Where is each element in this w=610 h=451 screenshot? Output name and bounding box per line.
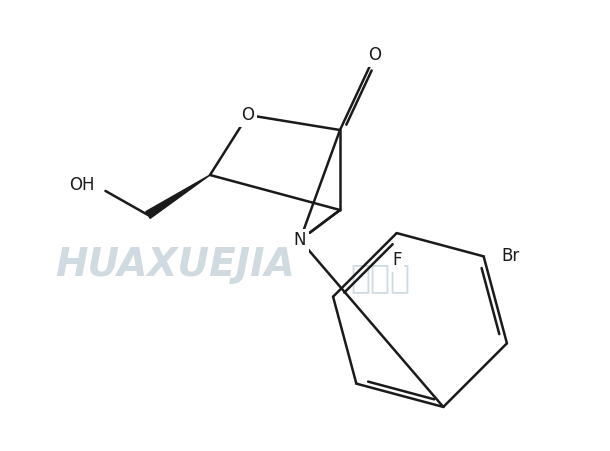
- Text: OH: OH: [70, 176, 95, 194]
- Text: N: N: [294, 231, 306, 249]
- Text: F: F: [392, 251, 401, 269]
- Text: Br: Br: [501, 247, 520, 265]
- Polygon shape: [146, 175, 210, 218]
- Text: HUAXUEJIA: HUAXUEJIA: [55, 246, 295, 284]
- Text: O: O: [368, 46, 381, 64]
- Text: O: O: [242, 106, 254, 124]
- Text: 化学加: 化学加: [350, 262, 410, 295]
